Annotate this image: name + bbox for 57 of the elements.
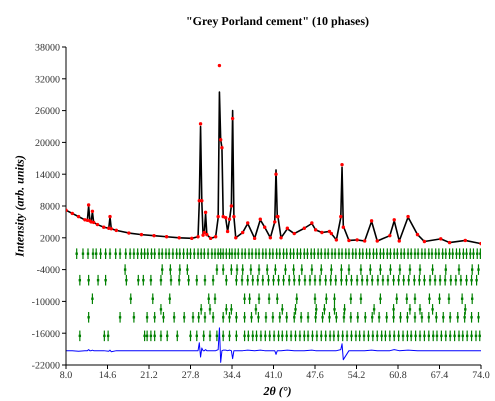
y-tick-label: 14000 xyxy=(35,170,60,181)
point xyxy=(408,268,412,271)
x-tick-label: 54.2 xyxy=(348,370,366,382)
point xyxy=(225,308,228,311)
y-tick-label: 8000 xyxy=(40,202,60,213)
point xyxy=(360,268,362,271)
point xyxy=(408,308,412,311)
point xyxy=(250,268,252,271)
point xyxy=(254,308,258,311)
x-tick-label: 34.4 xyxy=(223,370,241,382)
point xyxy=(340,268,343,271)
point xyxy=(124,268,126,271)
point xyxy=(274,268,277,271)
x-tick-label: 21.2 xyxy=(140,370,158,382)
point xyxy=(398,268,402,271)
point xyxy=(281,308,284,311)
x-tick-label: 14.6 xyxy=(98,370,116,382)
x-tick-label: 67.4 xyxy=(430,370,448,382)
y-tick-label: 26000 xyxy=(35,106,60,118)
y-tick-label: -16000 xyxy=(32,328,60,340)
y-tick-label: -4000 xyxy=(36,265,60,276)
point xyxy=(379,268,382,271)
point xyxy=(369,268,372,271)
point xyxy=(431,268,434,271)
y-tick-label: 32000 xyxy=(35,74,60,86)
point xyxy=(160,308,162,311)
y-tick-label: -10000 xyxy=(32,296,60,308)
y-tick-label: 38000 xyxy=(35,42,60,54)
point xyxy=(372,308,376,311)
x-tick-label: 60.8 xyxy=(389,370,407,382)
point xyxy=(216,268,218,271)
line-series xyxy=(66,327,481,363)
x-tick-label: 47.6 xyxy=(306,370,324,382)
y-axis-title: Intensity (arb. units) xyxy=(12,155,28,257)
point xyxy=(284,268,287,271)
point xyxy=(230,308,233,311)
x-axis-title: 2θ (°) xyxy=(262,384,293,399)
y-tick-label: 20000 xyxy=(35,138,60,149)
point xyxy=(392,308,395,311)
point xyxy=(431,308,434,311)
chart-title: "Grey Porland cement" (10 phases) xyxy=(184,14,370,29)
x-tick-label: 27.8 xyxy=(182,370,200,382)
point xyxy=(292,268,295,271)
point xyxy=(169,268,172,271)
x-tick-label: 74.0 xyxy=(472,370,490,382)
x-tick-label: 41.0 xyxy=(264,370,282,382)
point xyxy=(470,268,474,271)
point xyxy=(343,308,346,311)
point xyxy=(222,268,224,271)
point xyxy=(241,268,244,271)
point xyxy=(323,308,326,311)
y-tick-label: -22000 xyxy=(32,360,60,372)
point xyxy=(230,268,233,271)
x-tick-label: 8.0 xyxy=(60,370,72,382)
point xyxy=(200,308,202,311)
point xyxy=(178,268,182,271)
y-tick-label: 2000 xyxy=(40,233,60,244)
